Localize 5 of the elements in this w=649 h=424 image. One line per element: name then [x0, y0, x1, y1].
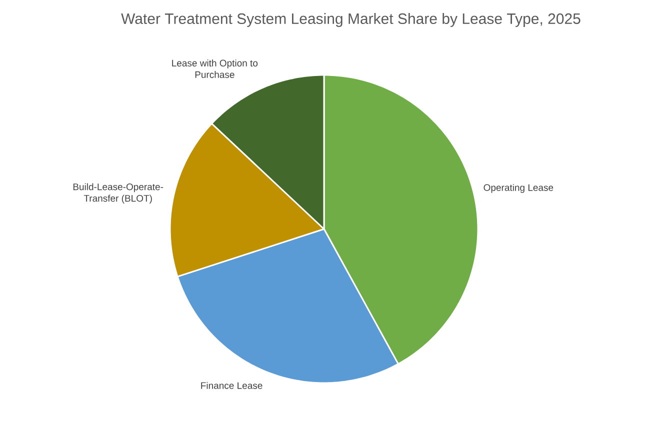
slice-label: Finance Lease [201, 382, 262, 389]
chart-title: Water Treatment System Leasing Market Share by Lease Type, 2025 [121, 13, 580, 27]
slice-label: Build-Lease-Operate-Transfer (BLOT) [73, 183, 164, 204]
slice-label: Lease with Option to Purchase [172, 60, 258, 78]
slice-label: Operating Lease [484, 184, 554, 193]
